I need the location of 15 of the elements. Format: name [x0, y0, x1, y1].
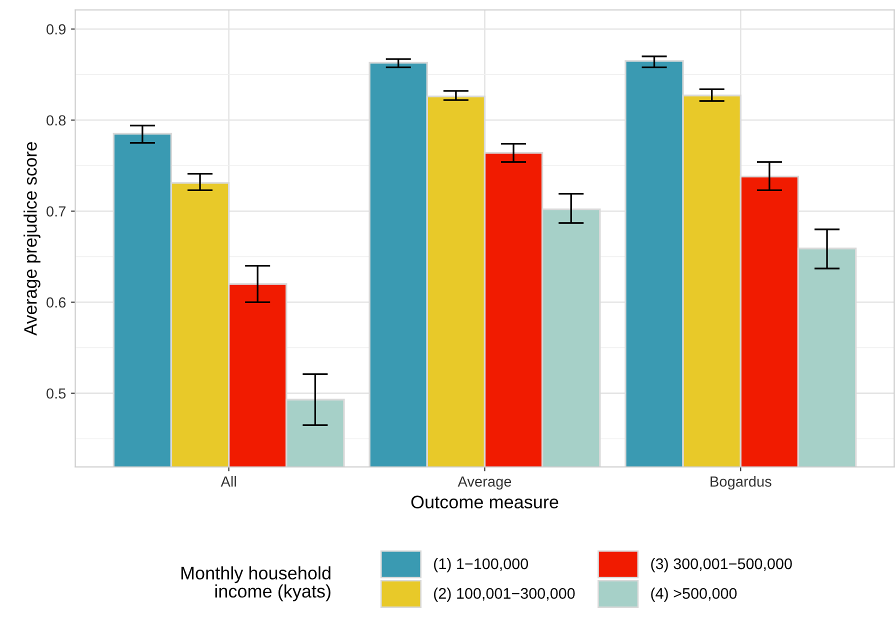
legend-label: (1) 1−100,000: [434, 558, 528, 572]
x-axis-title: Outcome measure: [411, 496, 558, 508]
y-tick-label: 0.5: [46, 388, 66, 399]
y-tick-label: 0.6: [46, 297, 66, 308]
y-tick-label: 0.7: [46, 206, 66, 217]
y-axis-title: Average prejudice score: [24, 142, 40, 336]
legend-label: (4) >500,000: [651, 588, 737, 602]
x-tick-label: Average: [458, 476, 512, 490]
y-tick-label: 0.9: [46, 24, 66, 34]
legend-label: (3) 300,001−500,000: [651, 558, 792, 572]
y-tick-label: 0.8: [46, 115, 66, 126]
x-tick-label: All: [220, 476, 236, 487]
x-tick-label: Bogardus: [710, 476, 772, 490]
legend-title: Monthly household income (kyats): [181, 566, 330, 602]
legend-label: (2) 100,001−300,000: [434, 588, 575, 602]
